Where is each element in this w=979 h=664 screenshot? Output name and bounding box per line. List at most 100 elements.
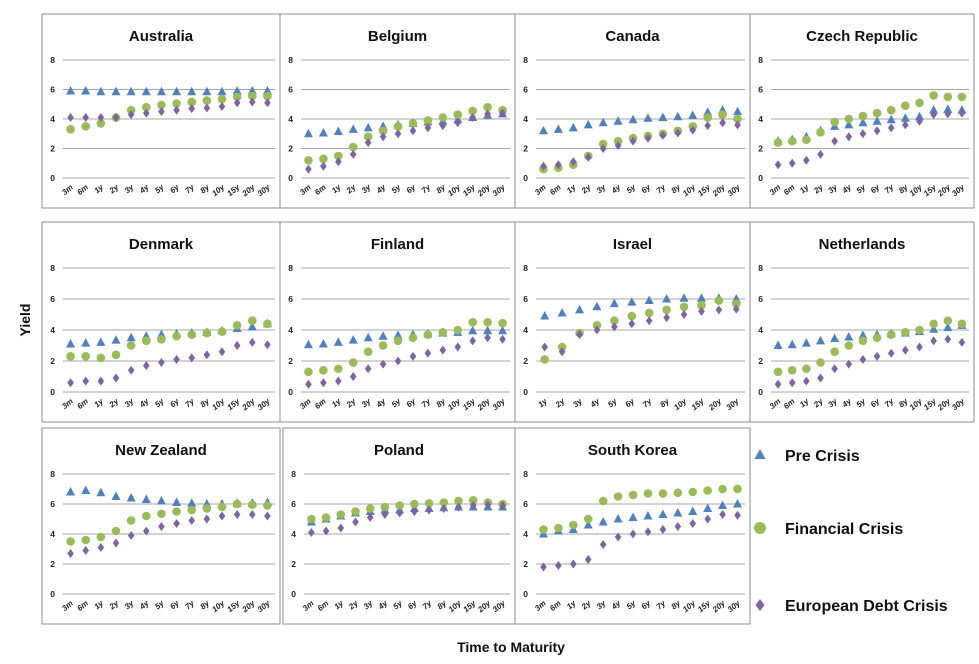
point-financial-crisis <box>157 335 166 344</box>
legend-marker-european-debt-crisis <box>755 599 765 611</box>
panel-frame <box>41 221 281 423</box>
y-tick-label: 8 <box>50 469 55 479</box>
point-pre-crisis <box>172 86 182 96</box>
point-european-debt-crisis <box>499 334 506 344</box>
series-pre-crisis <box>66 85 272 96</box>
series-financial-crisis <box>773 91 967 147</box>
point-pre-crisis <box>187 86 197 96</box>
point-pre-crisis <box>688 506 698 515</box>
point-european-debt-crisis <box>233 341 241 350</box>
point-pre-crisis <box>96 337 106 346</box>
point-financial-crisis <box>307 514 316 524</box>
y-tick-label: 8 <box>523 469 528 479</box>
point-financial-crisis <box>718 110 727 119</box>
point-pre-crisis <box>628 512 638 521</box>
point-financial-crisis <box>583 514 593 524</box>
point-pre-crisis <box>627 297 637 306</box>
y-tick-label: 2 <box>50 559 55 569</box>
point-financial-crisis <box>697 300 706 310</box>
y-tick-label: 6 <box>288 85 293 95</box>
point-pre-crisis <box>538 125 548 135</box>
point-european-debt-crisis <box>873 351 881 361</box>
point-financial-crisis <box>263 319 272 329</box>
point-pre-crisis <box>247 85 257 95</box>
legend-label-pre-crisis: Pre Crisis <box>785 448 860 465</box>
point-european-debt-crisis <box>704 514 711 524</box>
point-european-debt-crisis <box>734 120 741 130</box>
point-european-debt-crisis <box>364 138 372 148</box>
point-european-debt-crisis <box>817 373 824 383</box>
y-tick-label: 2 <box>288 144 293 154</box>
point-european-debt-crisis <box>455 502 462 512</box>
point-european-debt-crisis <box>188 104 196 114</box>
point-financial-crisis <box>802 135 811 144</box>
point-pre-crisis <box>202 86 212 96</box>
point-european-debt-crisis <box>902 120 909 130</box>
point-european-debt-crisis <box>322 526 330 536</box>
point-european-debt-crisis <box>944 109 952 119</box>
point-financial-crisis <box>915 325 924 335</box>
point-financial-crisis <box>157 100 166 110</box>
y-tick-label: 4 <box>50 114 55 124</box>
point-european-debt-crisis <box>233 98 241 108</box>
point-pre-crisis <box>733 499 743 508</box>
point-financial-crisis <box>628 490 638 500</box>
point-european-debt-crisis <box>645 316 653 326</box>
point-european-debt-crisis <box>629 529 637 539</box>
point-european-debt-crisis <box>719 118 726 128</box>
point-european-debt-crisis <box>127 110 135 120</box>
panel-frame <box>514 13 751 209</box>
y-tick-label: 0 <box>523 173 528 183</box>
point-pre-crisis <box>126 493 136 502</box>
point-financial-crisis <box>126 516 136 525</box>
point-european-debt-crisis <box>469 336 476 346</box>
point-european-debt-crisis <box>218 511 226 521</box>
panel-title: Belgium <box>368 28 427 45</box>
point-european-debt-crisis <box>570 157 577 167</box>
point-pre-crisis <box>696 293 706 302</box>
point-financial-crisis <box>454 496 463 506</box>
point-pre-crisis <box>658 112 668 122</box>
point-financial-crisis <box>247 316 257 326</box>
y-tick-label: 4 <box>50 529 55 539</box>
y-tick-label: 4 <box>758 325 763 335</box>
point-european-debt-crisis <box>663 313 670 323</box>
point-financial-crisis <box>901 328 910 337</box>
point-financial-crisis <box>598 496 608 506</box>
point-european-debt-crisis <box>541 342 549 352</box>
point-pre-crisis <box>303 339 313 349</box>
point-financial-crisis <box>802 364 811 374</box>
point-financial-crisis <box>141 336 151 346</box>
point-financial-crisis <box>613 492 623 501</box>
point-pre-crisis <box>247 321 257 331</box>
point-european-debt-crisis <box>803 155 810 165</box>
point-financial-crisis <box>111 526 121 536</box>
y-tick-label: 4 <box>50 325 55 335</box>
series-pre-crisis <box>538 499 743 538</box>
panel-title: South Korea <box>588 442 678 459</box>
point-pre-crisis <box>81 485 91 494</box>
point-european-debt-crisis <box>644 133 652 143</box>
point-european-debt-crisis <box>803 376 810 386</box>
point-european-debt-crisis <box>82 546 90 555</box>
point-financial-crisis <box>247 91 257 101</box>
point-pre-crisis <box>801 338 811 347</box>
point-pre-crisis <box>96 86 106 96</box>
point-financial-crisis <box>872 333 882 343</box>
series-pre-crisis <box>540 293 741 320</box>
y-tick-label: 0 <box>523 387 528 397</box>
point-financial-crisis <box>172 99 181 108</box>
point-pre-crisis <box>886 114 896 124</box>
series-european-debt-crisis <box>308 500 506 537</box>
panel-title: Australia <box>129 28 194 45</box>
y-tick-label: 0 <box>288 387 293 397</box>
point-financial-crisis <box>319 366 328 375</box>
panel-title: Denmark <box>129 236 194 253</box>
point-financial-crisis <box>141 102 151 112</box>
point-pre-crisis <box>363 332 373 342</box>
legend-marker-financial-crisis <box>754 522 766 534</box>
point-financial-crisis <box>81 535 91 545</box>
point-european-debt-crisis <box>916 342 923 352</box>
